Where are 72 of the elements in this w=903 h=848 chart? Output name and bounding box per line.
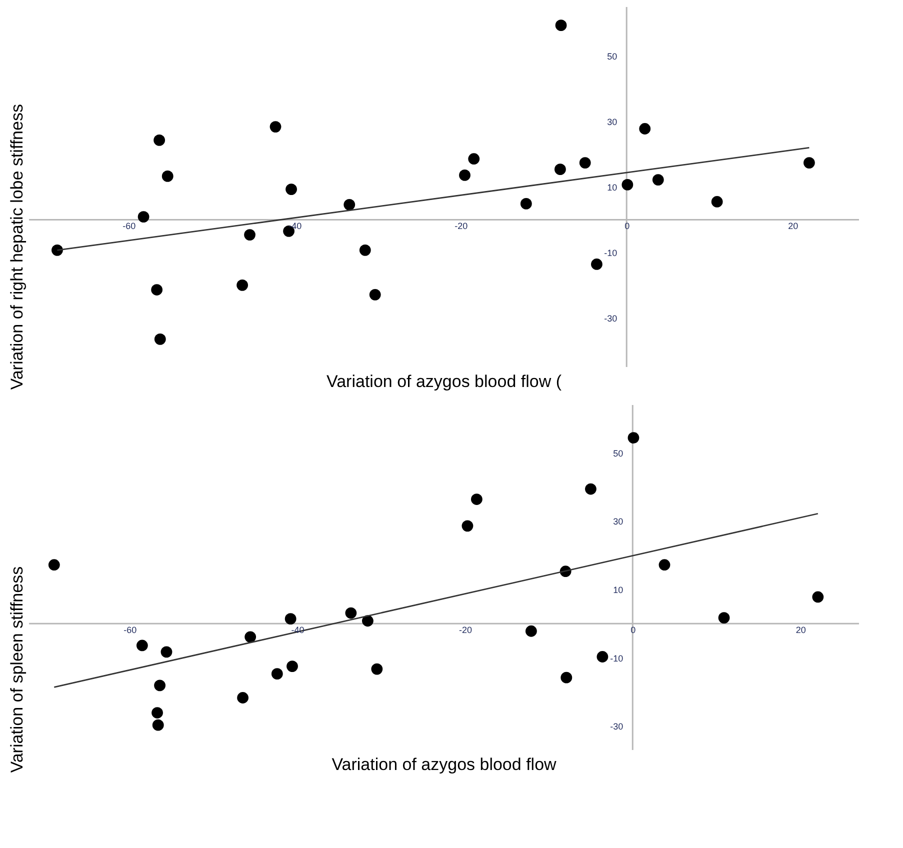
point (286, 660, 298, 672)
point (151, 284, 163, 296)
x-tick-label: 0 (630, 625, 636, 636)
point (136, 640, 148, 652)
point (244, 229, 256, 240)
point (585, 483, 596, 495)
y-tick-label: -10 (604, 248, 618, 258)
x-tick-label: 20 (788, 221, 798, 232)
point (286, 184, 297, 195)
x-tick-label: -20 (458, 625, 472, 636)
point (718, 612, 730, 624)
point (520, 198, 532, 210)
point (359, 244, 371, 256)
point (284, 613, 296, 625)
point (362, 615, 374, 627)
point (271, 668, 283, 680)
point (344, 198, 356, 210)
y-axis-title: Variation of spleen stiffness (7, 566, 26, 773)
point (162, 170, 174, 182)
point (152, 719, 164, 731)
x-axis-title: Variation of azygos blood flow (332, 754, 558, 774)
point (591, 258, 602, 270)
point (371, 663, 383, 675)
point (639, 123, 651, 134)
x-tick-label: 0 (624, 221, 630, 232)
point (138, 211, 150, 222)
y-tick-label: -30 (610, 722, 624, 732)
point (52, 244, 63, 256)
point (812, 591, 824, 603)
x-tick-label: -60 (124, 625, 137, 636)
y-tick-label: 30 (613, 516, 624, 527)
point (160, 646, 172, 658)
y-tick-label: 50 (613, 448, 624, 458)
y-tick-label: 50 (607, 52, 618, 62)
y-axis-title: Variation of right hepatic lobe stiffness (7, 104, 26, 390)
point (554, 164, 566, 176)
x-tick-label: -60 (122, 221, 136, 232)
point (658, 559, 670, 571)
point (154, 134, 166, 146)
point (236, 279, 248, 291)
y-tick-label: 30 (607, 117, 618, 128)
x-tick-label: -20 (454, 221, 468, 232)
point (622, 179, 634, 190)
point (596, 651, 608, 662)
point (804, 157, 815, 168)
y-tick-label: -30 (604, 313, 618, 324)
point (345, 607, 357, 619)
point (369, 288, 381, 300)
point (152, 707, 163, 718)
point (468, 153, 480, 165)
point (270, 121, 282, 132)
point (579, 157, 591, 168)
point (560, 672, 572, 684)
point (459, 170, 470, 181)
point (48, 559, 60, 571)
x-tick-label: -40 (288, 221, 302, 232)
y-tick-label: 10 (607, 182, 618, 192)
point (628, 432, 640, 444)
point (154, 333, 166, 345)
point (711, 196, 723, 208)
point (652, 174, 664, 186)
y-tick-label: -10 (610, 653, 624, 664)
point (555, 20, 567, 32)
x-tick-label: 20 (796, 625, 806, 636)
x-axis-title: Variation of azygos blood flow ( (326, 372, 562, 391)
point (237, 692, 248, 704)
y-tick-label: 10 (613, 584, 624, 595)
point (462, 520, 474, 532)
point (470, 494, 482, 505)
point (525, 625, 537, 637)
point (154, 680, 166, 692)
point (244, 631, 256, 643)
